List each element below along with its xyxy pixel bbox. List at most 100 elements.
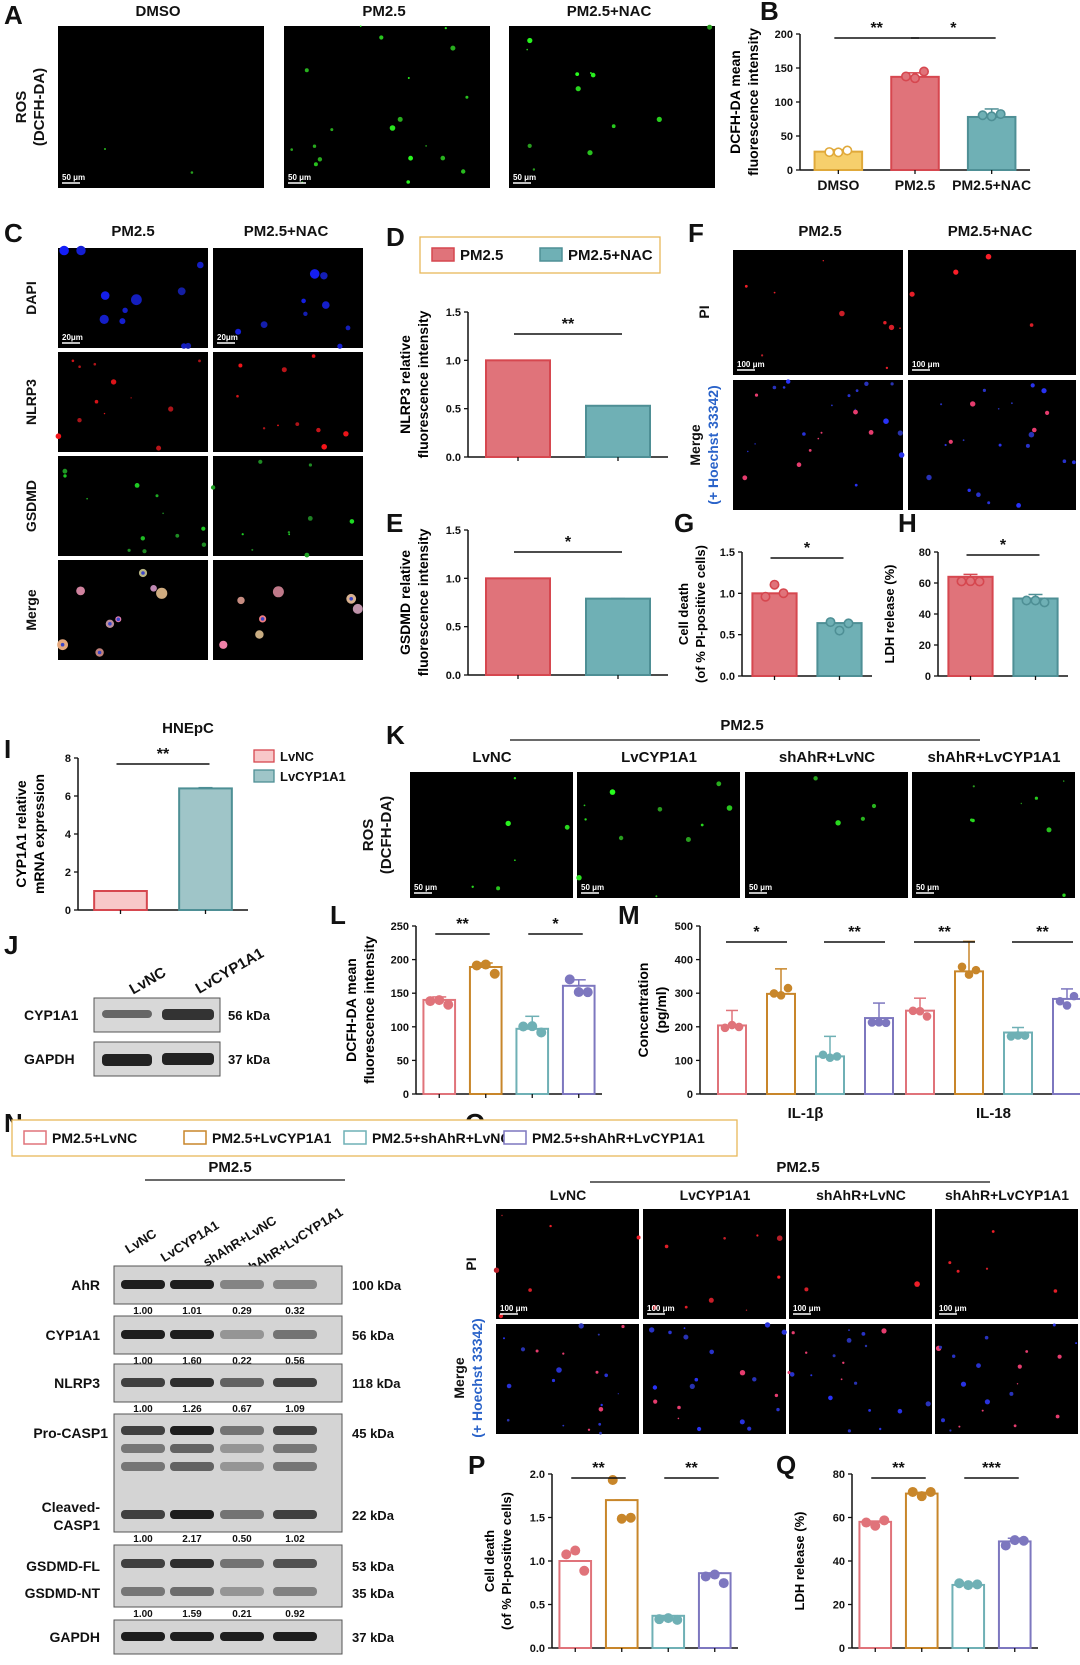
cell-dot [949, 1429, 952, 1432]
cell-dot [604, 1373, 608, 1378]
scale-text: 50 μm [288, 173, 311, 182]
blot-band [220, 1444, 264, 1453]
blot-band [162, 1053, 214, 1065]
data-point [972, 1579, 983, 1590]
panel-c-image-bg [213, 352, 363, 452]
data-point [1055, 996, 1065, 1006]
panel-letter-F: F [688, 218, 704, 248]
blot-kda-label: 22 kDa [352, 1508, 395, 1523]
cell-dot [320, 272, 328, 280]
panel-o-image [643, 1322, 787, 1434]
bar [1012, 597, 1059, 677]
cell-dot [1028, 431, 1035, 438]
cell-dot [311, 354, 316, 358]
data-point [916, 1491, 927, 1502]
panel-a-image: 50 μm [58, 26, 264, 188]
panel-letter-J: J [4, 930, 18, 960]
blot-band [121, 1444, 165, 1453]
cell-dot [739, 1370, 746, 1376]
y-axis-label: mRNA expression [31, 774, 47, 894]
cell-dot [308, 463, 312, 467]
panel-o-image-bg [789, 1209, 932, 1319]
panel-c-col-label: PM2.5 [111, 223, 154, 240]
cell-dot [359, 25, 362, 28]
y-tick-label: 0.5 [446, 404, 461, 416]
blot-band [121, 1378, 165, 1387]
y-tick-label: 8 [65, 753, 71, 765]
cell-dot [897, 1408, 903, 1414]
cell-dot [564, 824, 570, 830]
cell-dot [941, 1418, 945, 1423]
cell-dot [847, 1429, 852, 1433]
cell-dot [864, 381, 869, 386]
panel-letter-C: C [4, 218, 23, 248]
blot-protein-label: GAPDH [24, 1051, 75, 1067]
panel-letter: E [386, 508, 403, 538]
cell-dot [505, 820, 511, 827]
cell-dot [103, 412, 106, 415]
cell-dot [652, 1385, 658, 1390]
cell-dot [1009, 1391, 1014, 1396]
cell-dot [697, 1426, 702, 1432]
cell-dot [1072, 460, 1076, 465]
cell-dot [958, 1425, 961, 1428]
cell-dot [777, 1275, 781, 1279]
blot-band [220, 1378, 264, 1387]
y-tick-label: 0 [839, 1643, 845, 1655]
cell-dot [883, 418, 889, 425]
significance-marker: ** [562, 316, 575, 333]
y-axis-label: LDH release (%) [792, 1512, 807, 1611]
cell-dot [709, 1349, 714, 1355]
cell-dot [587, 1428, 591, 1432]
panel-a-row-label: ROS [13, 91, 30, 124]
cell-dot [71, 359, 75, 363]
y-tick-label: 400 [675, 955, 693, 967]
cell-dot [881, 1328, 887, 1334]
cell-dot [498, 1313, 504, 1319]
panel-o-image: 100 μm [935, 1209, 1078, 1319]
y-tick-label: 1.0 [720, 588, 735, 600]
panel-a-image: 50 μm [284, 25, 490, 188]
cell-dot [1045, 410, 1050, 415]
cell-dot [726, 805, 733, 811]
y-tick-label: 100 [775, 97, 793, 109]
blot-quant-value: 1.00 [133, 1356, 153, 1367]
blot-band [102, 1054, 152, 1066]
blot-band [170, 1280, 214, 1289]
blot-protein-label: NLRP3 [54, 1375, 100, 1391]
data-point [818, 1050, 828, 1060]
data-point [908, 1006, 918, 1016]
panel-letter: I [4, 734, 11, 764]
panel-k-col-label: shAhR+LvCYP1A1 [928, 749, 1061, 766]
chart-M: M 0 100 200 300 400 500 Concentration (pg/ml) IL-… [618, 900, 1080, 1122]
scale-text: 100 μm [737, 360, 765, 369]
panel-o-group-label: PM2.5 [776, 1159, 819, 1176]
blot-quant-value: 0.32 [285, 1306, 305, 1317]
cell-dot [611, 124, 616, 129]
cell-dot [1016, 1383, 1019, 1385]
panel-a-col-label: DMSO [136, 3, 181, 20]
cell-dot [238, 363, 243, 368]
panel-o-image: 100 μm [643, 1209, 786, 1319]
y-axis-label: Cell death [676, 583, 691, 645]
cell-dot [655, 895, 658, 898]
cell-dot [846, 1338, 852, 1343]
panel-c-image [58, 456, 208, 556]
cell-dot [609, 789, 616, 795]
y-axis-label: fluorescence intensity [415, 528, 431, 676]
cell-dot [177, 287, 186, 296]
y-axis-label: fluorescence intensity [745, 28, 761, 176]
data-point [867, 1018, 877, 1027]
panel-k-image: 50 μm [912, 772, 1075, 898]
cell-dot [683, 1334, 689, 1340]
data-point [965, 576, 976, 587]
y-tick-label: 0 [65, 905, 71, 917]
cell-dot [349, 597, 354, 601]
cell-dot [764, 1322, 771, 1328]
blot-band [273, 1444, 317, 1453]
data-point [971, 965, 981, 975]
cell-dot [520, 1347, 526, 1352]
cell-dot [140, 536, 145, 541]
cell-dot [407, 77, 410, 79]
cell-dot [150, 585, 157, 592]
